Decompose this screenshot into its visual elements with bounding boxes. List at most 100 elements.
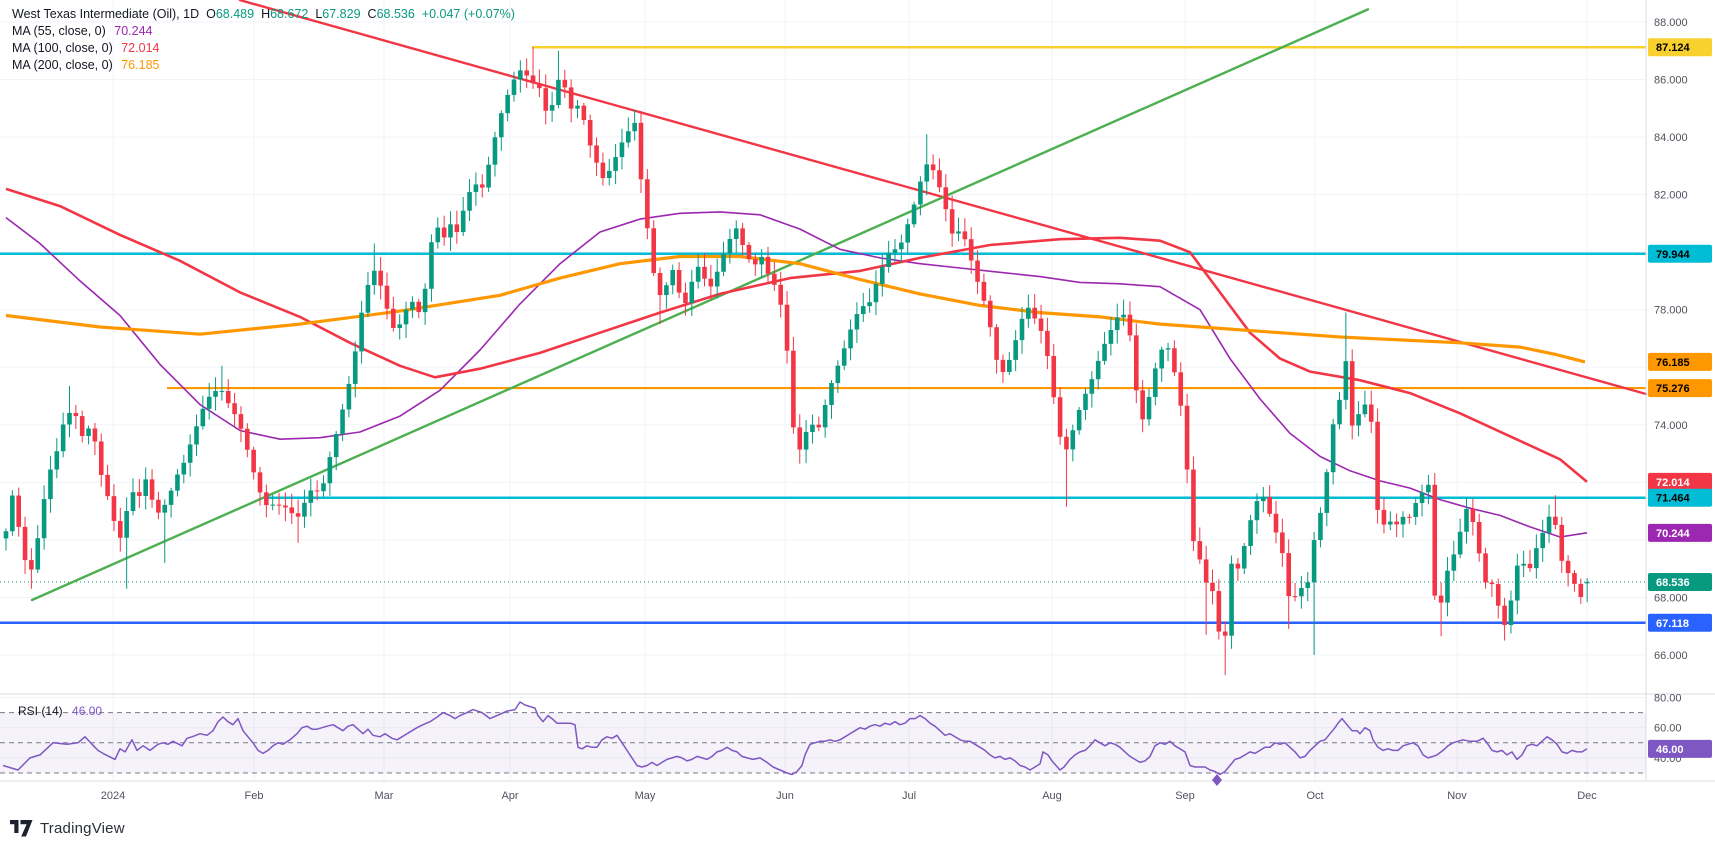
candle xyxy=(1038,318,1044,331)
price-tick-label: 78.000 xyxy=(1654,305,1688,317)
candle xyxy=(10,495,15,532)
candle xyxy=(60,424,66,452)
trendlines xyxy=(30,0,1648,602)
time-tick-label: Mar xyxy=(375,790,394,802)
candle xyxy=(956,231,961,234)
price-level-label-bg xyxy=(1648,379,1712,398)
candle xyxy=(118,520,123,538)
candle xyxy=(1432,484,1438,596)
time-tick-label: Nov xyxy=(1447,790,1467,802)
candle xyxy=(486,164,491,188)
time-tick-label: May xyxy=(635,790,656,802)
candle xyxy=(784,304,790,351)
tradingview-wordmark: TradingView xyxy=(40,820,125,837)
candle xyxy=(1356,414,1361,426)
candle xyxy=(391,308,396,328)
candle xyxy=(187,444,193,463)
candle xyxy=(695,266,701,282)
candle xyxy=(492,137,498,165)
candle xyxy=(1368,404,1374,422)
candle xyxy=(1007,359,1012,372)
candle xyxy=(689,281,695,304)
candle xyxy=(352,351,358,384)
price-tick-label: 68.000 xyxy=(1654,592,1688,604)
candle xyxy=(1572,573,1577,584)
candle xyxy=(1388,521,1393,525)
candle xyxy=(111,496,117,521)
ma100-line xyxy=(5,187,1588,483)
candle xyxy=(130,492,136,512)
candle xyxy=(86,428,91,437)
time-axis[interactable]: 2024 Feb Mar Apr May Jun Jul Aug Sep Oct Nov Dec xyxy=(101,774,1598,802)
candle xyxy=(727,238,733,254)
candle xyxy=(41,499,47,539)
candle xyxy=(283,505,288,508)
price-tick-label: 84.000 xyxy=(1654,132,1688,144)
candle xyxy=(537,83,542,89)
candle xyxy=(346,383,352,410)
candle xyxy=(181,462,187,475)
candle xyxy=(645,179,650,229)
candle xyxy=(568,87,574,109)
candle xyxy=(1153,368,1158,397)
candle xyxy=(1495,584,1501,606)
candle xyxy=(778,284,783,305)
candles xyxy=(3,47,1590,676)
candle xyxy=(200,408,206,427)
candle xyxy=(1546,516,1552,533)
candle xyxy=(873,283,879,303)
candle xyxy=(1235,563,1241,569)
candle xyxy=(289,507,295,514)
candle xyxy=(1184,405,1190,470)
candle xyxy=(314,490,320,492)
rsi-tick-label: 80.00 xyxy=(1654,693,1682,705)
candle xyxy=(962,231,968,240)
candle xyxy=(1362,404,1368,415)
candle xyxy=(1330,424,1336,473)
candle xyxy=(733,228,739,239)
candle xyxy=(1134,335,1139,391)
candle xyxy=(143,479,148,496)
candle xyxy=(1375,421,1380,510)
candle xyxy=(886,252,891,268)
candle xyxy=(683,292,688,304)
candle xyxy=(156,499,161,513)
grid xyxy=(0,0,1646,781)
candle xyxy=(1502,605,1507,626)
candle xyxy=(1210,582,1215,592)
candle xyxy=(232,403,237,415)
candle xyxy=(664,285,669,296)
candle xyxy=(473,184,479,193)
candle xyxy=(657,273,663,296)
candle xyxy=(626,131,631,143)
chart-surface[interactable]: 88.000 86.000 84.000 82.000 78.000 74.000 68.0… xyxy=(0,0,1715,812)
candle xyxy=(22,526,28,561)
candle xyxy=(651,228,656,274)
price-level-label: 67.118 xyxy=(1656,618,1689,630)
candle xyxy=(359,312,364,352)
price-level-label-bg xyxy=(1648,352,1712,371)
candle xyxy=(994,327,999,360)
candle xyxy=(949,209,955,234)
candle xyxy=(1248,520,1253,546)
candle xyxy=(29,560,34,570)
candle xyxy=(829,383,834,406)
candle xyxy=(600,162,606,179)
candle xyxy=(257,472,263,493)
candle xyxy=(1083,393,1088,410)
candle xyxy=(1051,356,1057,398)
candle xyxy=(206,396,212,409)
candle xyxy=(1032,307,1037,319)
candle xyxy=(1419,492,1425,504)
candle xyxy=(1267,496,1272,514)
candle xyxy=(1584,581,1590,584)
candle xyxy=(1019,318,1025,341)
tradingview-logo[interactable]: TradingView xyxy=(10,820,125,837)
price-level-label: 68.536 xyxy=(1656,577,1690,589)
price-level-label: 79.944 xyxy=(1656,249,1691,261)
candle xyxy=(1413,503,1418,517)
candle xyxy=(1349,361,1355,426)
price-axis[interactable]: 88.000 86.000 84.000 82.000 78.000 74.000 68.0… xyxy=(1648,17,1712,765)
candle xyxy=(810,424,815,432)
candle xyxy=(841,348,847,366)
